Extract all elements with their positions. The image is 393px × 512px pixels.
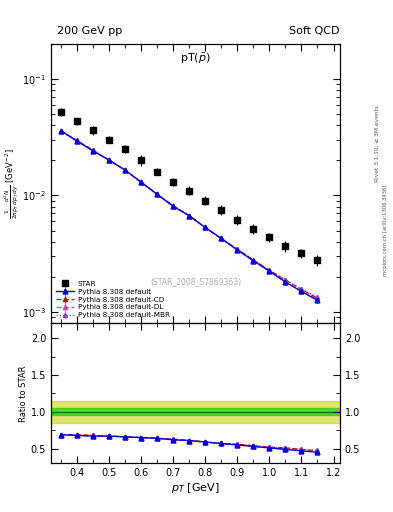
Text: 200 GeV pp: 200 GeV pp bbox=[57, 26, 122, 36]
Text: Rivet 3.1.10, ≥ 3M events: Rivet 3.1.10, ≥ 3M events bbox=[375, 105, 380, 182]
Text: (STAR_2008_S7869363): (STAR_2008_S7869363) bbox=[150, 277, 241, 286]
X-axis label: $p_T$ [GeV]: $p_T$ [GeV] bbox=[171, 481, 220, 495]
Bar bbox=[51, 408, 340, 415]
Y-axis label: Ratio to STAR: Ratio to STAR bbox=[19, 365, 28, 422]
Text: Soft QCD: Soft QCD bbox=[290, 26, 340, 36]
Bar bbox=[51, 401, 340, 423]
Text: pT($\bar{p}$): pT($\bar{p}$) bbox=[180, 52, 211, 66]
Text: mcplots.cern.ch [arXiv:1306.3436]: mcplots.cern.ch [arXiv:1306.3436] bbox=[383, 185, 387, 276]
Legend: STAR, Pythia 8.308 default, Pythia 8.308 default-CD, Pythia 8.308 default-DL, Py: STAR, Pythia 8.308 default, Pythia 8.308… bbox=[55, 280, 171, 320]
Y-axis label: $\frac{1}{2\pi p_T} \frac{d^2N}{dp_T\, dy}$ [GeV$^{-2}$]: $\frac{1}{2\pi p_T} \frac{d^2N}{dp_T\, d… bbox=[3, 148, 21, 219]
